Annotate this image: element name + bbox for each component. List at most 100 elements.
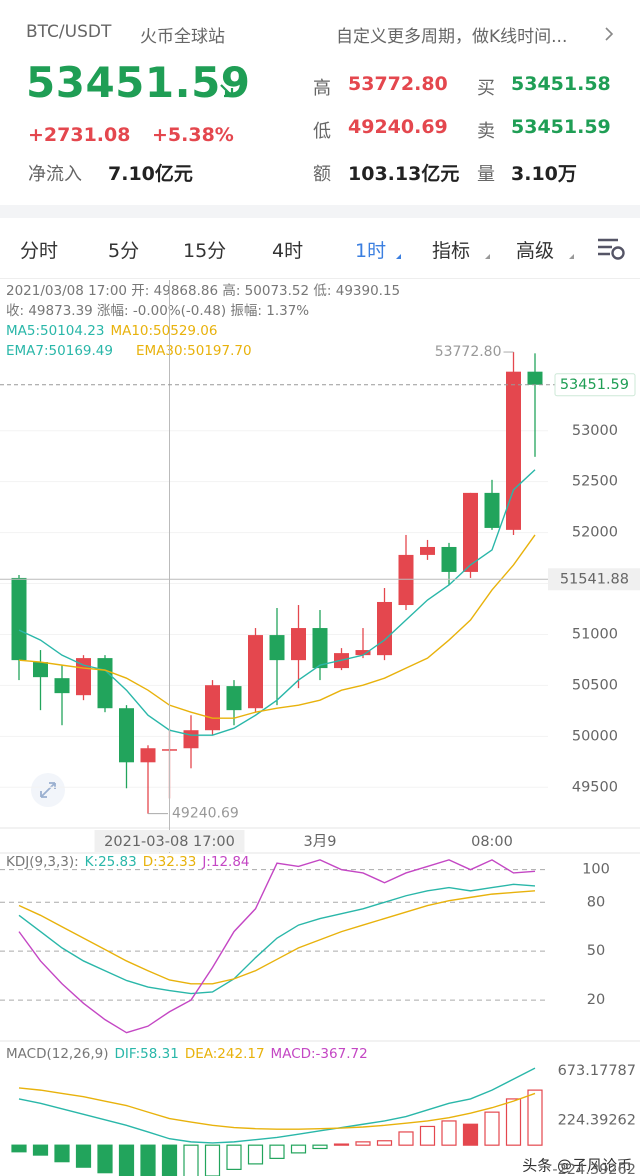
x-tick-label: 3月9 xyxy=(304,834,337,850)
macd-bar xyxy=(505,1098,522,1146)
macd-bar xyxy=(140,1144,156,1176)
y-tick-label: 53000 xyxy=(572,423,618,439)
candle-body xyxy=(484,492,500,528)
inflow-value: 7.10亿元 xyxy=(108,163,193,185)
x-tick-label: 2021-03-08 17:00 xyxy=(104,834,235,850)
indicator-line xyxy=(18,1067,536,1144)
legend-entry: MACD(12,26,9) xyxy=(6,1046,109,1062)
divider xyxy=(0,278,640,279)
stat-value: 53451.58 xyxy=(511,73,611,95)
candle-info: 2021/03/08 17:00 开: 49868.86 高: 50073.52… xyxy=(6,282,400,299)
separator xyxy=(0,205,640,218)
stat-label: 高 xyxy=(313,78,331,99)
panel-plot xyxy=(0,352,548,814)
tab[interactable]: 高级 xyxy=(516,240,555,262)
legend-entry: KDJ(9,3,3): xyxy=(6,854,79,870)
tab[interactable]: 指标 xyxy=(432,240,471,262)
y-tick-label: 100 xyxy=(582,862,610,878)
stat-value: 49240.69 xyxy=(348,116,448,138)
macd-bar xyxy=(419,1125,436,1146)
candle-body xyxy=(11,577,27,661)
y-tick-label: 80 xyxy=(587,894,605,910)
crosshair-price: 51541.88 xyxy=(560,571,629,587)
legend-entry: MA5:50104.23 xyxy=(6,323,104,339)
indicator-line xyxy=(18,1087,536,1130)
y-tick-label: 50 xyxy=(587,943,605,959)
candle-body xyxy=(506,371,521,530)
dropdown-mark xyxy=(480,254,490,259)
low-label: 49240.69 xyxy=(172,806,239,822)
current-price-tag xyxy=(554,373,636,397)
y-tick-label: 52000 xyxy=(572,525,618,541)
tab[interactable]: 5分 xyxy=(108,240,140,262)
macd-bar xyxy=(226,1144,242,1170)
macd-bar xyxy=(75,1144,92,1168)
macd-bar xyxy=(54,1144,70,1163)
candle-body xyxy=(119,708,134,763)
y-tick-label: 673.17787 xyxy=(558,1063,636,1079)
panel-plot xyxy=(0,859,548,1034)
candle-info: 收: 49873.39 涨幅: -0.00%(-0.48) 振幅: 1.37% xyxy=(6,303,309,319)
tab[interactable]: 15分 xyxy=(183,240,227,262)
stat-value: 103.13亿元 xyxy=(348,163,460,185)
candle-body xyxy=(377,601,392,656)
legend-entry: J:12.84 xyxy=(201,854,249,870)
macd-bar xyxy=(32,1144,49,1156)
x-tick-label: 08:00 xyxy=(471,834,513,850)
stat-label: 低 xyxy=(313,121,331,142)
y-tick-label: 20 xyxy=(587,992,605,1008)
stat-label: 买 xyxy=(477,78,495,99)
stat-label: 卖 xyxy=(477,121,495,142)
macd-bar xyxy=(333,1143,350,1146)
panel-plot xyxy=(11,1067,543,1176)
expand-icon[interactable] xyxy=(31,773,65,807)
chevron xyxy=(605,27,614,41)
ema-legend: EMA30:50197.70 xyxy=(136,343,252,359)
dropdown-mark xyxy=(391,254,401,259)
stat-label: 额 xyxy=(313,164,331,185)
macd-bar xyxy=(118,1144,135,1176)
macd-bar xyxy=(204,1144,221,1176)
tab-active[interactable]: 1时 xyxy=(355,240,387,262)
candle-body xyxy=(226,686,242,711)
indicator-line xyxy=(18,534,536,719)
macd-bar xyxy=(11,1144,27,1153)
macd-bar xyxy=(247,1144,264,1165)
stat-value: 3.10万 xyxy=(511,163,577,185)
watermark: 头条 @子风论币 xyxy=(522,1157,632,1175)
candle-body xyxy=(527,371,543,385)
settings-icon[interactable] xyxy=(596,236,628,262)
macd-bar xyxy=(484,1111,500,1146)
legend-entry: D:32.33 xyxy=(143,854,197,870)
kline-chart: 2021/03/08 17:00 开: 49868.86 高: 50073.52… xyxy=(0,280,640,1176)
legend-entry: MA10:50529.06 xyxy=(110,323,217,339)
last-price: 53451.59 xyxy=(26,58,251,107)
tab[interactable]: 4时 xyxy=(272,240,304,262)
stat-label: 量 xyxy=(477,164,495,185)
indicator-line xyxy=(18,859,536,1034)
macd-bar xyxy=(527,1089,543,1146)
candle-body xyxy=(355,650,371,656)
candle-body xyxy=(97,658,113,709)
macd-bar xyxy=(376,1140,393,1146)
indicator-line xyxy=(18,890,536,985)
pair: BTC/USDT xyxy=(26,22,112,42)
candle-body xyxy=(312,628,328,669)
macd-bar xyxy=(183,1144,199,1176)
candle-body xyxy=(463,492,478,572)
stat-value: 53451.59 xyxy=(511,116,611,138)
candle-body xyxy=(33,662,48,678)
current-price: 53451.59 xyxy=(560,377,629,393)
high-label: 53772.80 xyxy=(435,344,502,360)
candle-body xyxy=(76,658,91,696)
promo-link[interactable]: 自定义更多周期，做K线时间... xyxy=(336,27,568,47)
crosshair-tag xyxy=(548,568,640,591)
candle-body xyxy=(205,685,220,731)
y-tick-label: 50500 xyxy=(572,677,618,693)
candle-body xyxy=(183,730,199,749)
tab[interactable]: 分时 xyxy=(20,240,59,262)
price-arrow xyxy=(220,84,234,98)
candle-body xyxy=(420,546,435,555)
macd-bar xyxy=(269,1144,285,1159)
